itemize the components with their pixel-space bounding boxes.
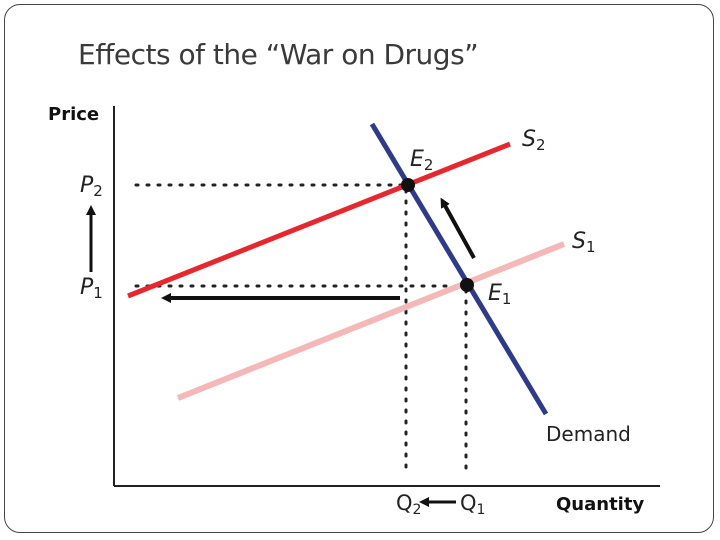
equilibrium-shift-arrow	[440, 197, 476, 259]
supply-curve-1	[176, 241, 566, 401]
y-axis-label: Price	[48, 104, 99, 125]
supply-1-label: S1	[572, 229, 596, 256]
supply-2-label: S2	[522, 127, 546, 154]
quantity-q1-label: Q1	[460, 491, 485, 518]
price-p2-label: P2	[80, 173, 103, 200]
equilibrium-e1-label: E1	[488, 281, 511, 308]
price-p1-label: P1	[80, 275, 103, 302]
equilibrium-e2-label: E2	[410, 147, 433, 174]
equilibrium-point-e2	[401, 178, 415, 192]
quantity-q2-label: Q2	[396, 491, 421, 518]
slide-title: Effects of the “War on Drugs”	[78, 38, 479, 71]
x-axis-label: Quantity	[556, 494, 644, 515]
equilibrium-point-e1	[460, 278, 474, 292]
demand-label: Demand	[546, 422, 631, 446]
demand-curve	[369, 122, 549, 416]
supply-curve-2	[127, 141, 511, 299]
slide-frame	[4, 4, 714, 533]
